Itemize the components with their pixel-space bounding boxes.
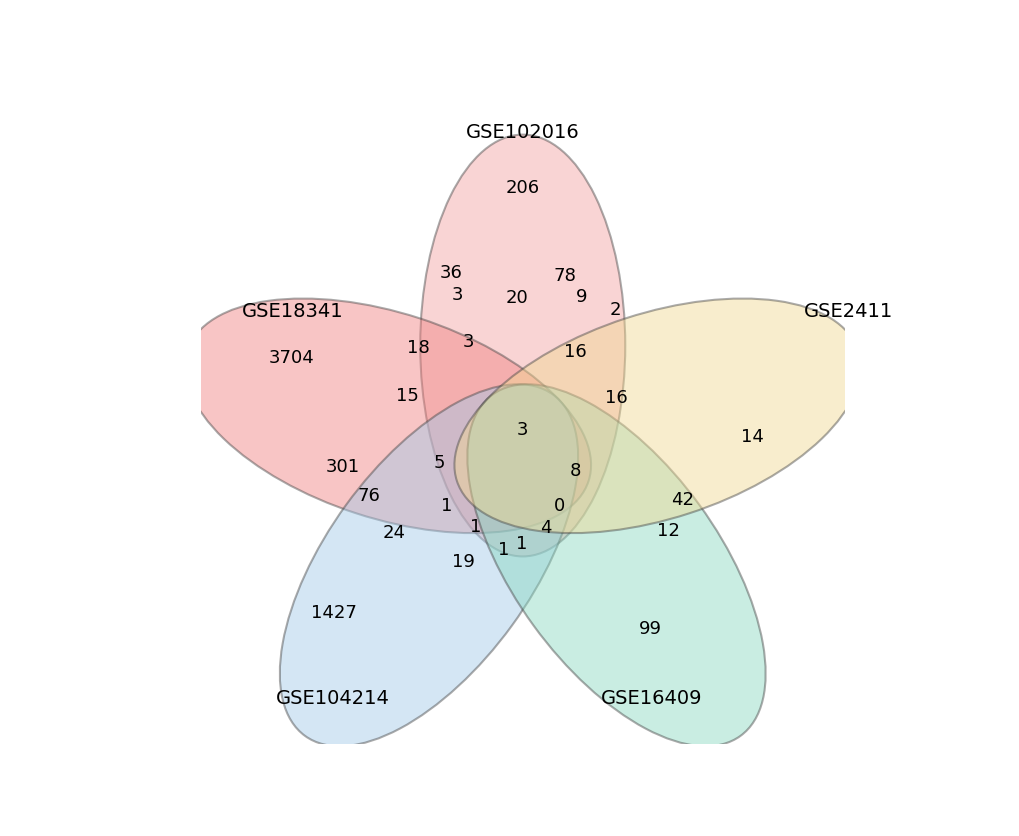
Text: 12: 12: [656, 522, 679, 539]
Text: 301: 301: [325, 457, 360, 475]
Text: 42: 42: [671, 491, 694, 508]
Text: 3704: 3704: [268, 349, 314, 367]
Text: 15: 15: [395, 387, 419, 405]
Text: 5: 5: [433, 453, 444, 471]
Text: 206: 206: [505, 179, 539, 197]
Text: 1: 1: [516, 534, 527, 553]
Text: 2: 2: [609, 301, 621, 319]
Text: 1: 1: [498, 540, 510, 558]
Text: 3: 3: [517, 421, 528, 438]
Ellipse shape: [279, 385, 578, 747]
Text: 8: 8: [570, 461, 581, 479]
Text: GSE2411: GSE2411: [803, 302, 893, 320]
Text: 3: 3: [451, 286, 463, 303]
Text: 9: 9: [575, 288, 587, 305]
Text: 4: 4: [540, 518, 551, 537]
Ellipse shape: [454, 299, 860, 533]
Text: 1: 1: [440, 497, 451, 514]
Text: GSE104214: GSE104214: [275, 688, 389, 706]
Text: 16: 16: [604, 389, 628, 406]
Ellipse shape: [184, 299, 590, 533]
Text: 3: 3: [463, 333, 474, 350]
Text: 24: 24: [382, 523, 405, 541]
Text: GSE18341: GSE18341: [242, 302, 342, 320]
Text: 16: 16: [564, 343, 586, 361]
Text: 78: 78: [553, 267, 576, 285]
Text: 76: 76: [357, 487, 380, 504]
Text: 36: 36: [439, 264, 463, 282]
Text: 1427: 1427: [311, 604, 357, 621]
Text: 14: 14: [740, 428, 763, 446]
Text: GSE16409: GSE16409: [600, 688, 702, 706]
Text: 99: 99: [638, 619, 661, 637]
Ellipse shape: [467, 385, 765, 747]
Text: 20: 20: [505, 289, 528, 307]
Text: 1: 1: [470, 517, 481, 535]
Ellipse shape: [420, 135, 625, 557]
Text: 0: 0: [553, 497, 565, 515]
Text: 18: 18: [407, 339, 429, 356]
Text: GSE102016: GSE102016: [466, 123, 579, 142]
Text: 19: 19: [451, 552, 474, 570]
